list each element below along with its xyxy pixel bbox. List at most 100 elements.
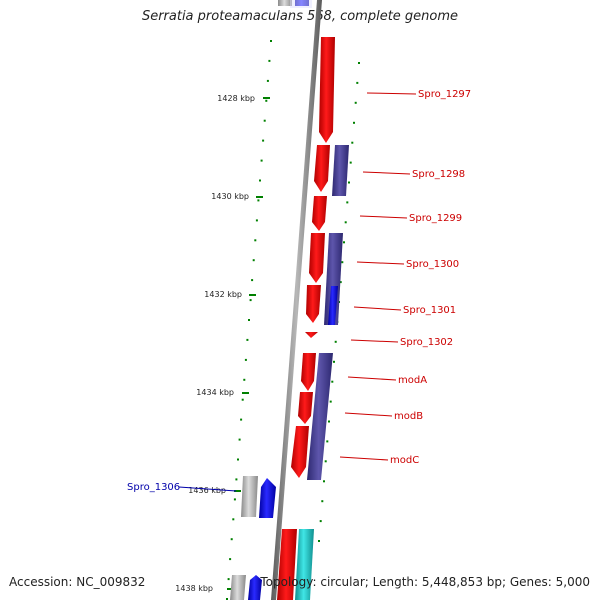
tick-dot <box>329 400 332 403</box>
tick-dot <box>241 398 244 401</box>
cog-bottom-gray[interactable] <box>230 575 246 600</box>
gene-label-spro-1298[interactable]: Spro_1298 <box>412 169 465 180</box>
gene-label-spro-1302[interactable]: Spro_1302 <box>400 337 453 348</box>
tick-dot <box>349 161 352 164</box>
tick-dot <box>227 578 230 581</box>
tick-dot <box>232 518 235 521</box>
tick-dot <box>328 420 330 423</box>
tick-dot <box>343 241 345 244</box>
tick-dot <box>262 139 265 142</box>
accession-label: Accession: NC_009832 <box>9 575 146 589</box>
tick-dot <box>323 480 325 483</box>
tick-dot <box>339 281 342 284</box>
tick-dot <box>251 279 254 282</box>
gene-spro-1298[interactable] <box>314 145 330 192</box>
genome-backbone <box>271 0 322 600</box>
tick-dot <box>348 181 350 184</box>
kbp-label: 1436 kbp <box>188 486 226 495</box>
tick-dot <box>226 598 228 600</box>
tick-dot <box>331 380 334 383</box>
tick-dot <box>237 458 239 461</box>
tick-dot <box>356 81 359 84</box>
gene-spro-1301[interactable] <box>306 285 321 323</box>
cog-spro-1298[interactable] <box>332 145 349 196</box>
tick-dot <box>254 239 257 242</box>
cog-spro-1300[interactable] <box>324 233 343 325</box>
gene-bottom-1[interactable] <box>277 529 297 600</box>
gene-label-spro-1299[interactable]: Spro_1299 <box>409 213 462 224</box>
tick-dot <box>266 79 269 82</box>
gene-label-modc[interactable]: modC <box>390 455 419 466</box>
kbp-label: 1434 kbp <box>196 388 234 397</box>
tick-dot <box>263 119 266 122</box>
tick-dot <box>246 338 249 341</box>
tick-dot <box>255 219 258 222</box>
tick-dot <box>334 340 337 343</box>
gene-spro-1299[interactable] <box>312 196 327 231</box>
tick-dot <box>324 460 327 463</box>
cog-features[interactable] <box>295 145 349 600</box>
tick-dot <box>229 558 232 561</box>
cog-spro-1301[interactable] <box>328 286 338 325</box>
reverse-genes[interactable] <box>230 476 276 600</box>
forward-genes[interactable] <box>277 37 335 600</box>
gene-modb[interactable] <box>298 392 313 424</box>
tick-dot <box>333 360 335 363</box>
gene-label-spro-1300[interactable]: Spro_1300 <box>406 259 459 270</box>
tick-dot <box>240 418 243 421</box>
gene-spro-1302[interactable] <box>305 332 318 338</box>
gene-label-spro-1297[interactable]: Spro_1297 <box>418 89 471 100</box>
partial-features-top <box>278 0 312 8</box>
tick-dot <box>270 40 272 42</box>
tick-dot <box>321 500 324 503</box>
kbp-labels: 1428 kbp 1430 kbp 1432 kbp 1434 kbp 1436… <box>175 94 255 593</box>
gene-moda[interactable] <box>301 353 316 391</box>
tick-dot <box>248 319 250 321</box>
gene-spro-1297[interactable] <box>319 37 335 143</box>
tick-dot <box>249 299 252 302</box>
tick-dot <box>257 199 260 202</box>
tick-dot <box>341 261 344 264</box>
tick-dot <box>265 99 268 102</box>
tick-dot <box>259 179 261 182</box>
tick-dot <box>233 498 236 501</box>
gene-label-moda[interactable]: modA <box>398 375 427 386</box>
gene-labels[interactable]: Spro_1297 Spro_1298 Spro_1299 Spro_1300 … <box>127 89 471 493</box>
kbp-tick-marks <box>227 97 270 590</box>
gene-modc[interactable] <box>291 426 309 478</box>
tick-dot <box>252 259 255 262</box>
kbp-label: 1438 kbp <box>175 584 213 593</box>
tick-dot <box>344 221 347 224</box>
tick-dot <box>243 378 246 381</box>
cog-spro-1306[interactable] <box>241 476 258 517</box>
tick-dot <box>238 438 241 441</box>
tick-dot <box>319 520 322 523</box>
tick-dot <box>318 540 320 542</box>
gene-label-modb[interactable]: modB <box>394 411 423 422</box>
tick-dot <box>268 59 271 62</box>
cog-bottom-cyan[interactable] <box>295 529 314 600</box>
tick-dots <box>226 40 360 600</box>
tick-dot <box>235 478 238 481</box>
kbp-label: 1428 kbp <box>217 94 255 103</box>
genome-summary: Topology: circular; Length: 5,448,853 bp… <box>260 575 590 589</box>
tick-dot <box>353 121 355 124</box>
kbp-label: 1430 kbp <box>211 192 249 201</box>
kbp-label: 1432 kbp <box>204 290 242 299</box>
gene-label-spro-1306[interactable]: Spro_1306 <box>127 482 180 493</box>
tick-dot <box>230 538 233 541</box>
tick-dot <box>354 101 357 104</box>
map-title: Serratia proteamaculans 568, complete ge… <box>141 9 459 24</box>
cog-modbc[interactable] <box>307 353 333 480</box>
gene-bottom-blue[interactable] <box>248 575 262 600</box>
tick-dot <box>244 358 247 361</box>
gene-label-spro-1301[interactable]: Spro_1301 <box>403 305 456 316</box>
gene-spro-1300[interactable] <box>309 233 325 283</box>
tick-dot <box>358 62 360 64</box>
label-connectors <box>178 92 417 492</box>
tick-dot <box>346 201 349 204</box>
gene-spro-1306[interactable] <box>259 478 276 518</box>
tick-dot <box>351 141 354 144</box>
tick-dot <box>260 159 263 162</box>
